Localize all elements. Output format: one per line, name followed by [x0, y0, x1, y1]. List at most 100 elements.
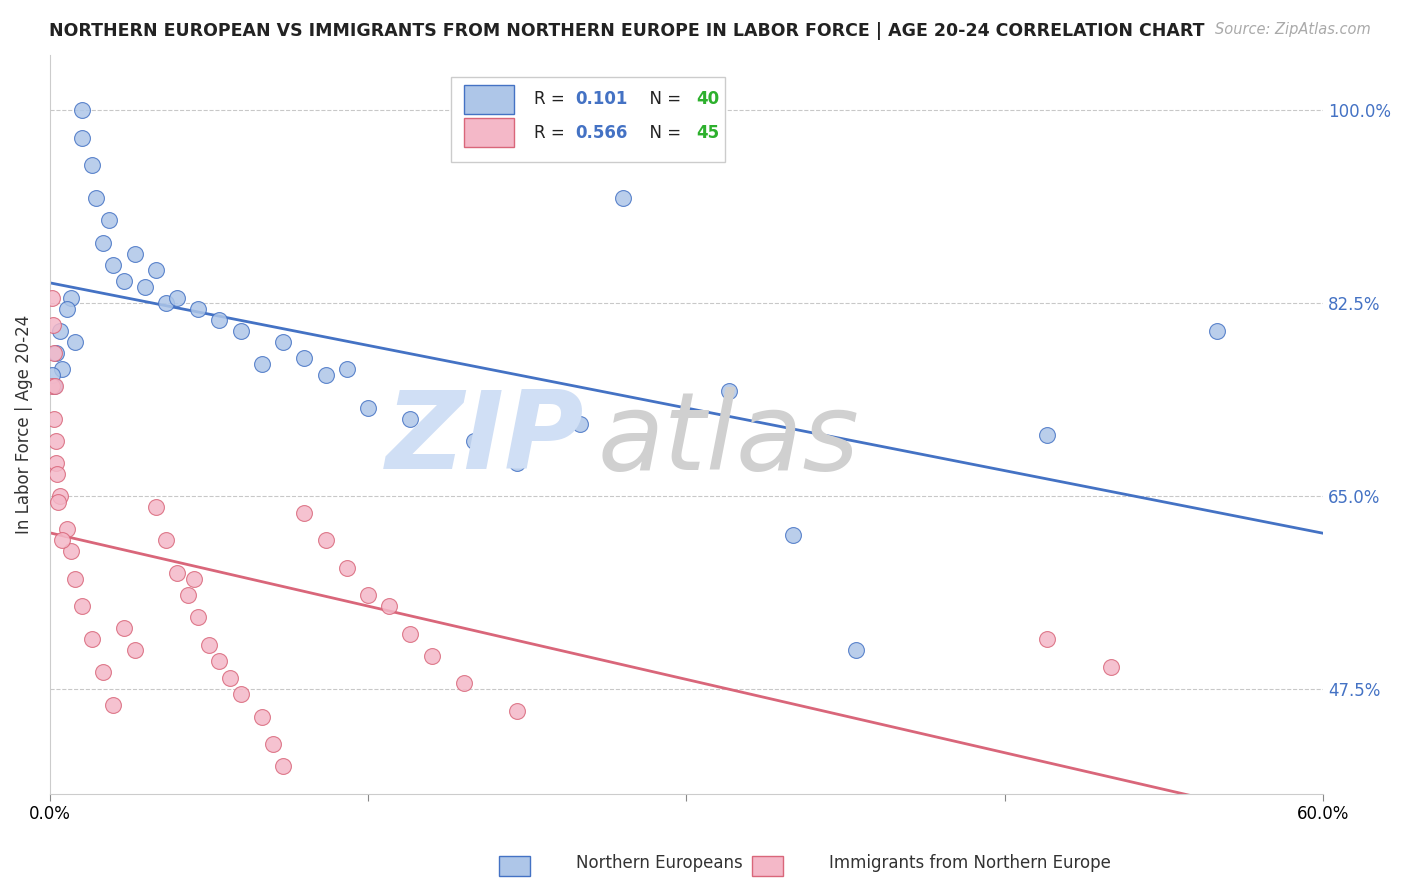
Point	[124, 643, 146, 657]
Point	[1206, 324, 1229, 338]
Text: 40: 40	[696, 90, 720, 109]
Point	[315, 368, 337, 382]
Point	[336, 560, 359, 574]
Point	[357, 401, 380, 415]
Point	[612, 191, 634, 205]
Point	[505, 456, 527, 470]
Point	[292, 506, 315, 520]
Text: 0.566: 0.566	[575, 124, 628, 142]
Text: ZIP: ZIP	[387, 386, 585, 492]
Point	[176, 588, 198, 602]
Point	[42, 379, 65, 393]
Point	[187, 301, 209, 316]
Text: 0.101: 0.101	[575, 90, 628, 109]
Point	[1036, 632, 1059, 647]
Text: R =: R =	[534, 90, 569, 109]
Point	[45, 345, 67, 359]
Text: atlas: atlas	[598, 386, 859, 491]
Point	[46, 467, 69, 481]
Point	[166, 291, 188, 305]
Point	[357, 588, 380, 602]
Point	[336, 362, 359, 376]
Point	[55, 522, 77, 536]
Point	[41, 368, 63, 382]
Point	[112, 274, 135, 288]
Point	[103, 698, 125, 713]
Point	[155, 296, 177, 310]
FancyBboxPatch shape	[464, 118, 515, 147]
Text: R =: R =	[534, 124, 569, 142]
Point	[155, 533, 177, 548]
Point	[1099, 660, 1122, 674]
Point	[569, 417, 592, 432]
Text: N =: N =	[640, 124, 686, 142]
Point	[198, 638, 221, 652]
Point	[208, 654, 231, 668]
Text: Immigrants from Northern Europe: Immigrants from Northern Europe	[787, 855, 1111, 872]
Text: Source: ZipAtlas.com: Source: ZipAtlas.com	[1215, 22, 1371, 37]
Point	[42, 412, 65, 426]
Point	[145, 500, 167, 514]
Point	[49, 324, 72, 338]
Point	[49, 489, 72, 503]
Point	[82, 158, 104, 172]
Point	[44, 379, 66, 393]
Point	[399, 627, 422, 641]
Point	[91, 235, 114, 250]
Point	[82, 632, 104, 647]
FancyBboxPatch shape	[464, 85, 515, 114]
Point	[59, 291, 82, 305]
Point	[51, 362, 73, 376]
Point	[463, 434, 485, 448]
Point	[271, 334, 294, 349]
Point	[399, 412, 422, 426]
Point	[250, 357, 273, 371]
Point	[63, 572, 86, 586]
Text: N =: N =	[640, 90, 686, 109]
Point	[41, 379, 63, 393]
Point	[145, 263, 167, 277]
Point	[55, 301, 77, 316]
Point	[717, 384, 740, 399]
Point	[250, 709, 273, 723]
Point	[70, 130, 93, 145]
Point	[42, 345, 65, 359]
Point	[46, 494, 69, 508]
Text: 45: 45	[696, 124, 720, 142]
Text: Northern Europeans: Northern Europeans	[534, 855, 742, 872]
Point	[187, 610, 209, 624]
Point	[271, 759, 294, 773]
Point	[229, 688, 252, 702]
Point	[208, 312, 231, 326]
Point	[124, 246, 146, 260]
Point	[91, 665, 114, 680]
Text: NORTHERN EUROPEAN VS IMMIGRANTS FROM NORTHERN EUROPE IN LABOR FORCE | AGE 20-24 : NORTHERN EUROPEAN VS IMMIGRANTS FROM NOR…	[49, 22, 1205, 40]
Point	[42, 318, 65, 333]
FancyBboxPatch shape	[451, 78, 724, 162]
Point	[45, 434, 67, 448]
Point	[229, 324, 252, 338]
Point	[51, 533, 73, 548]
Point	[378, 599, 401, 614]
Point	[70, 599, 93, 614]
Y-axis label: In Labor Force | Age 20-24: In Labor Force | Age 20-24	[15, 315, 32, 534]
Point	[292, 351, 315, 366]
Point	[70, 103, 93, 118]
Point	[1036, 428, 1059, 442]
Point	[183, 572, 205, 586]
Point	[86, 191, 108, 205]
Point	[219, 671, 242, 685]
Point	[98, 213, 121, 227]
Point	[59, 544, 82, 558]
Point	[315, 533, 337, 548]
Point	[63, 334, 86, 349]
Point	[782, 527, 804, 541]
Point	[134, 279, 156, 293]
Point	[166, 566, 188, 581]
Point	[845, 643, 868, 657]
Point	[103, 258, 125, 272]
Point	[420, 648, 443, 663]
Point	[112, 621, 135, 635]
Point	[45, 456, 67, 470]
Point	[505, 704, 527, 718]
